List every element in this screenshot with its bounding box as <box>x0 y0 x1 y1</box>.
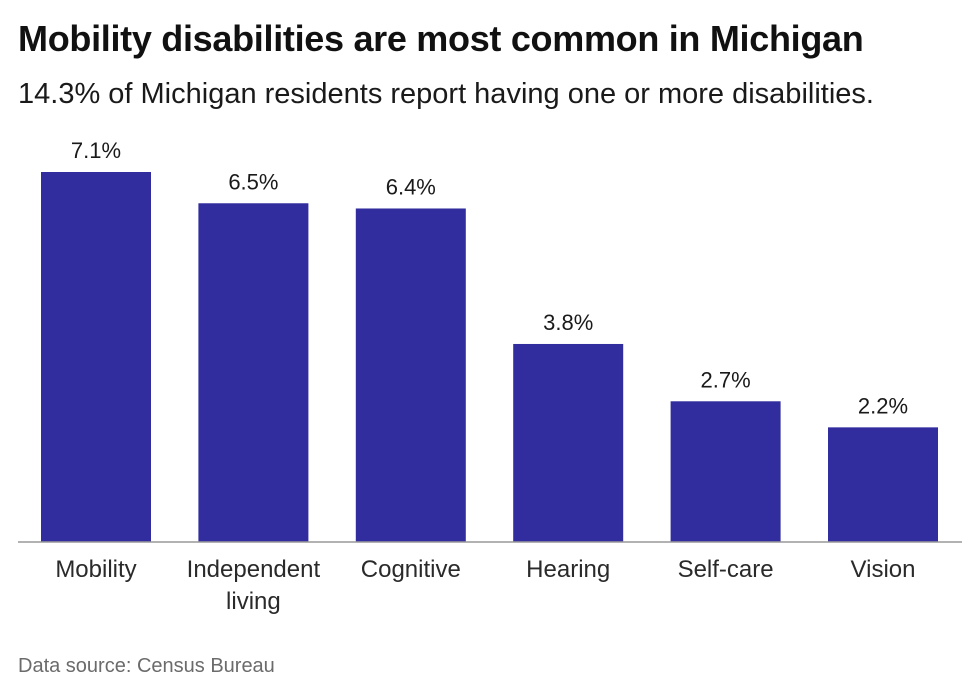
x-tick-label: Mobility <box>55 556 136 583</box>
data-label: 3.8% <box>543 310 593 335</box>
x-tick-label: Self-care <box>678 556 774 583</box>
data-source-note: Data source: Census Bureau <box>18 655 275 677</box>
x-tick-label: living <box>226 588 281 615</box>
bar <box>670 401 781 542</box>
x-tick-label: Independent <box>187 556 321 583</box>
bar <box>513 343 624 542</box>
bar <box>198 203 309 542</box>
x-tick-label: Cognitive <box>361 556 461 583</box>
x-tick-label: Hearing <box>526 556 610 583</box>
bar <box>828 427 938 542</box>
chart-title: Mobility disabilities are most common in… <box>18 18 864 59</box>
chart-subtitle: 14.3% of Michigan residents report havin… <box>18 78 874 110</box>
bar <box>355 208 466 542</box>
data-label: 6.5% <box>228 169 278 194</box>
data-label: 7.1% <box>71 138 121 163</box>
data-label: 2.7% <box>701 367 751 392</box>
bar <box>41 172 151 542</box>
data-label: 6.4% <box>386 174 436 199</box>
x-tick-label: Vision <box>851 556 916 583</box>
data-label: 2.2% <box>858 393 908 418</box>
